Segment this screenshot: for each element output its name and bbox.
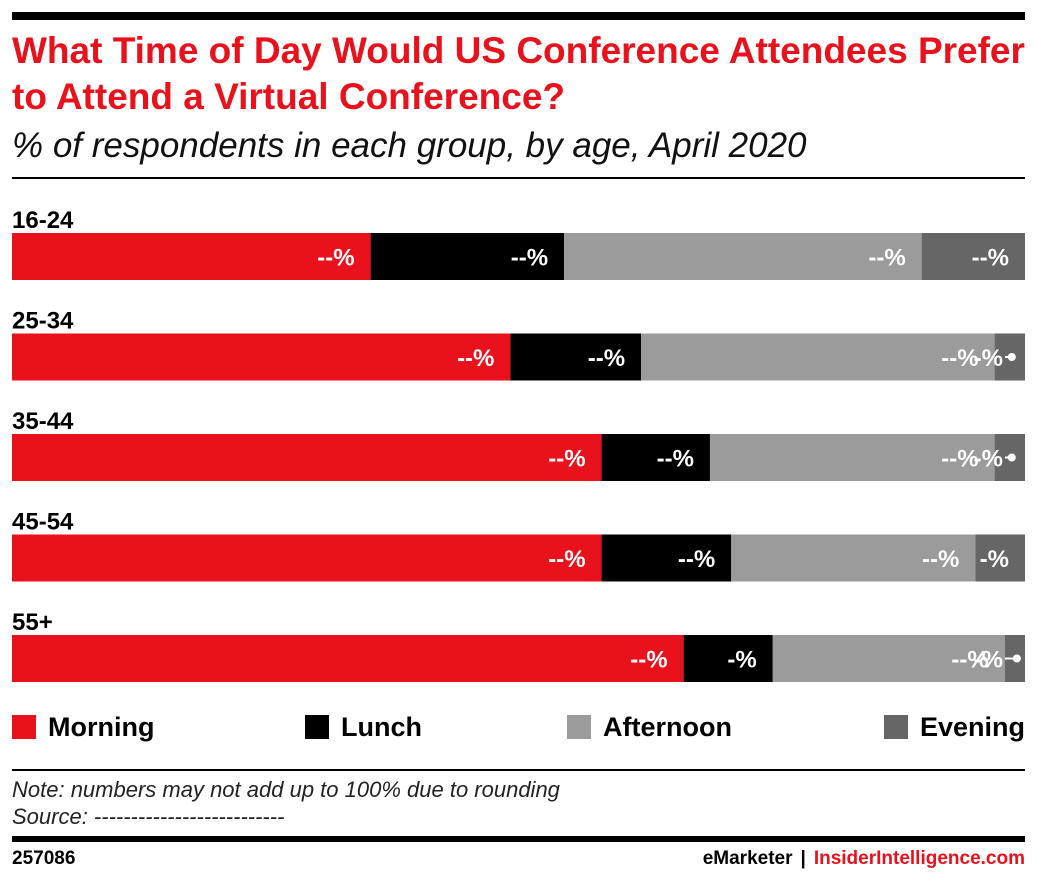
bar-lunch-25-34	[510, 333, 642, 381]
data-label-evening-45-54: -%	[980, 546, 1009, 573]
leader-dot-evening-35-44	[1007, 453, 1016, 462]
chart-id: 257086	[12, 848, 76, 869]
data-label-morning-55+: --%	[630, 647, 667, 674]
bar-morning-25-34	[12, 333, 511, 381]
legend-label-afternoon: Afternoon	[603, 711, 732, 742]
bar-evening-45-54	[975, 534, 1025, 582]
bar-lunch-16-24	[370, 233, 565, 280]
bar-afternoon-35-44	[709, 434, 995, 481]
data-label-morning-16-24: --%	[317, 245, 354, 272]
category-label-55+: 55+	[12, 609, 53, 636]
source-text: Source: --------------------------	[12, 804, 285, 829]
category-label-35-44: 35-44	[12, 408, 74, 435]
data-label-afternoon-25-34: --%	[941, 345, 978, 372]
bar-morning-16-24	[12, 233, 371, 280]
data-label-evening-25-34: -%	[974, 345, 1003, 372]
legend-label-morning: Morning	[48, 711, 155, 742]
legend-label-lunch: Lunch	[341, 711, 422, 742]
legend-label-evening: Evening	[920, 711, 1026, 742]
legend-swatch-morning	[12, 715, 36, 739]
data-label-evening-16-24: --%	[972, 245, 1009, 272]
bar-afternoon-45-54	[731, 534, 976, 582]
legend-rule	[12, 769, 1025, 771]
bar-lunch-45-54	[601, 534, 732, 582]
legend: Morning Lunch Afternoon Evening	[0, 707, 1038, 747]
bar-morning-45-54	[12, 534, 602, 582]
bar-evening-16-24	[921, 233, 1025, 280]
legend-swatch-lunch	[305, 715, 329, 739]
category-label-45-54: 45-54	[12, 509, 74, 536]
data-label-lunch-35-44: --%	[657, 446, 694, 473]
data-label-evening-35-44: -%	[974, 446, 1003, 473]
data-label-lunch-55+: -%	[727, 647, 756, 674]
data-label-afternoon-45-54: --%	[922, 546, 959, 573]
brand-insider-intelligence: InsiderIntelligence.com	[813, 848, 1025, 869]
category-label-25-34: 25-34	[12, 308, 74, 335]
legend-item-morning: Morning	[12, 707, 154, 747]
bar-lunch-55+	[683, 635, 773, 682]
bar-afternoon-16-24	[564, 233, 922, 280]
bar-afternoon-25-34	[641, 333, 995, 381]
data-label-afternoon-16-24: --%	[868, 245, 905, 272]
brand-emarketer: eMarketer	[702, 848, 793, 869]
data-label-afternoon-55+: --%	[951, 647, 988, 674]
brand-separator: |	[800, 848, 806, 869]
bar-lunch-35-44	[601, 434, 710, 481]
chart-title: What Time of Day Would US Conference Att…	[12, 30, 1025, 117]
bar-afternoon-55+	[772, 635, 1005, 682]
subtitle-rule	[12, 177, 1025, 179]
chart-subtitle: % of respondents in each group, by age, …	[12, 126, 807, 165]
legend-item-lunch: Lunch	[305, 707, 422, 747]
data-label-lunch-25-34: --%	[588, 345, 625, 372]
note-text: Note: numbers may not add up to 100% due…	[12, 777, 560, 802]
leader-dot-evening-25-34	[1007, 353, 1016, 361]
data-label-morning-25-34: --%	[457, 345, 494, 372]
data-label-evening-55+: -%	[974, 647, 1003, 674]
bottom-rule	[12, 836, 1025, 842]
data-label-morning-35-44: --%	[548, 446, 585, 473]
bar-morning-55+	[12, 635, 684, 682]
data-label-morning-45-54: --%	[548, 546, 585, 573]
leader-dot-evening-55+	[1012, 654, 1021, 663]
notes: Note: numbers may not add up to 100% due…	[12, 776, 560, 830]
data-label-lunch-45-54: --%	[678, 546, 715, 573]
stacked-bar-chart: 16-24--% --% --% --%25-34--% --% --%-%35-44--…	[12, 207, 1025, 682]
data-label-afternoon-35-44: --%	[941, 446, 978, 473]
top-rule	[12, 12, 1025, 20]
legend-swatch-evening	[884, 715, 908, 739]
category-label-16-24: 16-24	[12, 207, 74, 234]
footer-brand: eMarketer | InsiderIntelligence.com	[703, 848, 1025, 870]
legend-swatch-afternoon	[567, 715, 591, 739]
data-label-lunch-16-24: --%	[511, 245, 548, 272]
legend-item-evening: Evening	[884, 707, 1025, 747]
legend-item-afternoon: Afternoon	[567, 707, 732, 747]
bar-morning-35-44	[12, 434, 602, 481]
